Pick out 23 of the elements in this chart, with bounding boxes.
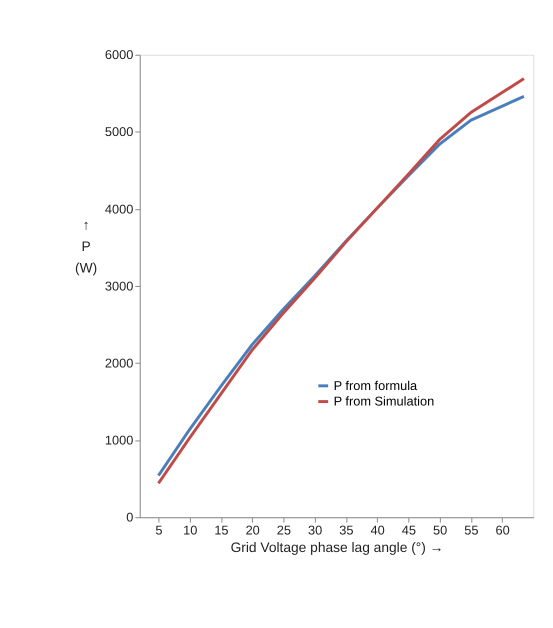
y-axis-title: ↑ P (W)	[75, 217, 98, 276]
legend-label: P from Simulation	[334, 394, 434, 409]
x-tick-label: 5	[155, 522, 163, 538]
y-tick-label: 2000	[104, 355, 134, 370]
x-tick-label: 25	[276, 522, 292, 538]
x-axis-title: Grid Voltage phase lag angle (°) →	[230, 540, 444, 556]
x-tick-label: 15	[214, 522, 229, 538]
x-tick-label: 60	[495, 522, 510, 538]
y-tick-label: 0	[126, 510, 134, 525]
x-tick-label: 45	[402, 522, 416, 538]
x-tick-label: 40	[370, 522, 385, 538]
x-tick-label: 35	[339, 522, 354, 538]
y-tick-label: 5000	[104, 124, 134, 140]
x-tick-label: 50	[432, 522, 448, 538]
y-tick-label: 1000	[104, 432, 134, 448]
x-tick-label: 55	[464, 522, 478, 538]
y-tick-label: 4000	[104, 201, 134, 216]
x-tick-label: 20	[246, 522, 260, 538]
y-tick-label: 3000	[104, 278, 134, 294]
legend-label: P from formula	[334, 378, 418, 393]
x-tick-label: 30	[308, 522, 322, 538]
y-tick-label: 6000	[104, 47, 134, 62]
x-tick-label: 10	[183, 522, 198, 538]
